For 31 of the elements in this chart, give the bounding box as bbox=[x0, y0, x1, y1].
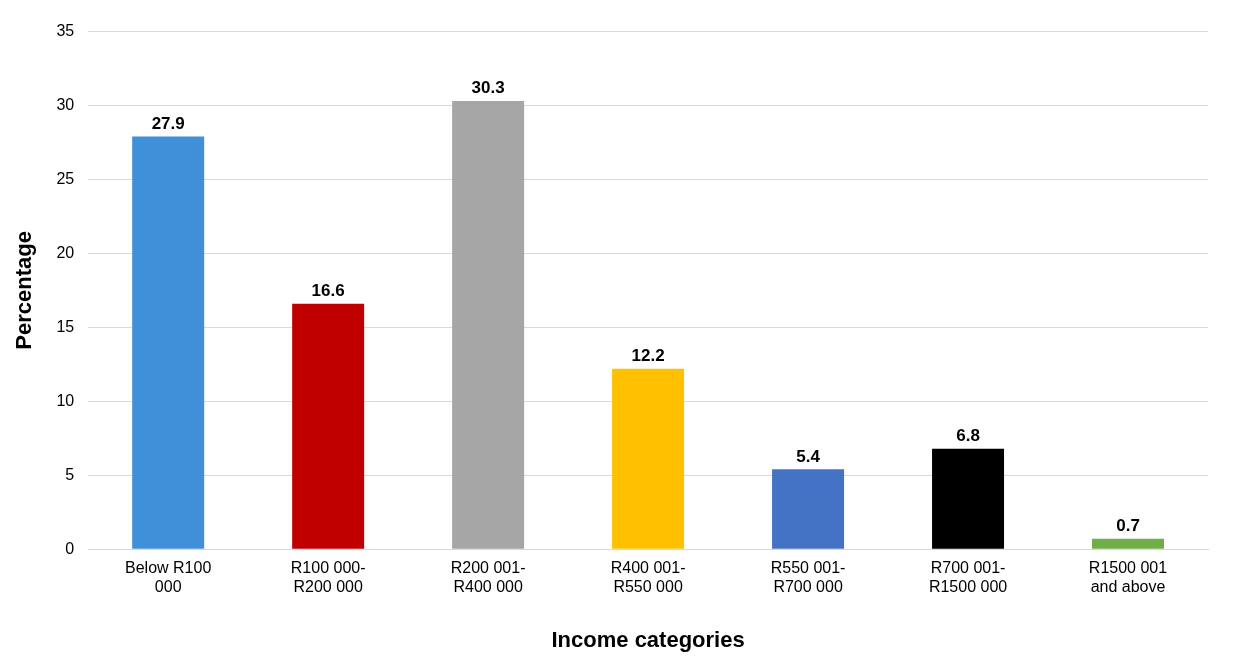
y-tick-label: 25 bbox=[56, 169, 75, 187]
x-tick-label: R200 001-R400 000 bbox=[450, 559, 526, 596]
bar bbox=[772, 469, 845, 549]
bar bbox=[612, 368, 685, 549]
y-tick-label: 5 bbox=[65, 465, 75, 483]
bar bbox=[132, 136, 205, 549]
data-label: 16.6 bbox=[311, 280, 345, 300]
y-tick-label: 35 bbox=[56, 22, 75, 40]
x-tick-label: R550 001-R700 000 bbox=[770, 559, 846, 596]
bar bbox=[292, 303, 365, 549]
y-tick-label: 0 bbox=[65, 539, 75, 557]
x-tick-label: R100 000-R200 000 bbox=[290, 559, 366, 596]
x-tick-label: R700 001-R1500 000 bbox=[928, 559, 1008, 596]
x-tick-label: R1500 001 and above bbox=[1088, 559, 1168, 596]
bar bbox=[452, 101, 525, 549]
data-label: 5.4 bbox=[796, 446, 821, 466]
bar bbox=[1092, 538, 1165, 549]
x-tick-label: Below R100 000 bbox=[125, 559, 212, 596]
y-tick-label: 15 bbox=[56, 317, 75, 335]
y-axis-title: Percentage bbox=[11, 231, 37, 350]
y-tick-label: 20 bbox=[56, 243, 75, 261]
bar bbox=[932, 448, 1005, 549]
data-label: 6.8 bbox=[956, 425, 980, 445]
data-label: 0.7 bbox=[1116, 516, 1140, 536]
y-tick-label: 30 bbox=[56, 95, 75, 113]
x-tick-label: R400 001-R550 000 bbox=[610, 559, 686, 596]
data-label: 27.9 bbox=[151, 113, 185, 133]
y-tick-label: 10 bbox=[56, 391, 75, 409]
data-label: 12.2 bbox=[631, 345, 665, 365]
x-axis-title: Income categories bbox=[551, 626, 745, 652]
data-label: 30.3 bbox=[471, 78, 505, 98]
